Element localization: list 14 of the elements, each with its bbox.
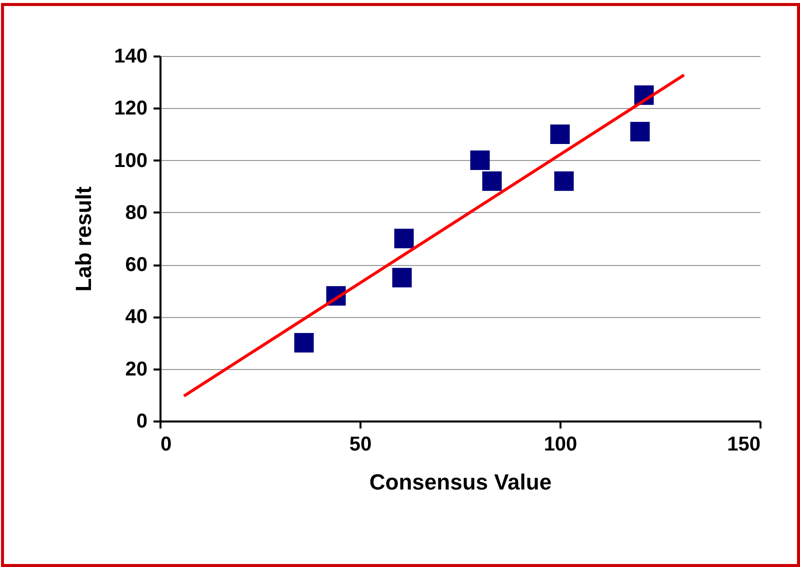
y-tick-label: 40 [125, 306, 148, 328]
y-tick-label: 80 [125, 202, 148, 224]
y-tick-label: 20 [125, 358, 148, 380]
y-tick-label: 100 [114, 150, 148, 172]
y-axis-title: Lab result [71, 186, 96, 292]
y-tick-label: 60 [125, 254, 148, 276]
x-tick-label: 150 [727, 434, 760, 456]
y-tick-label: 0 [136, 410, 148, 432]
x-tick-label: 50 [349, 434, 372, 456]
x-tick-label: 0 [160, 434, 172, 456]
x-tick-label: 100 [544, 434, 578, 456]
x-axis-title: Consensus Value [369, 470, 552, 494]
y-tick-label: 120 [114, 98, 148, 120]
y-tick-label: 140 [114, 46, 148, 68]
